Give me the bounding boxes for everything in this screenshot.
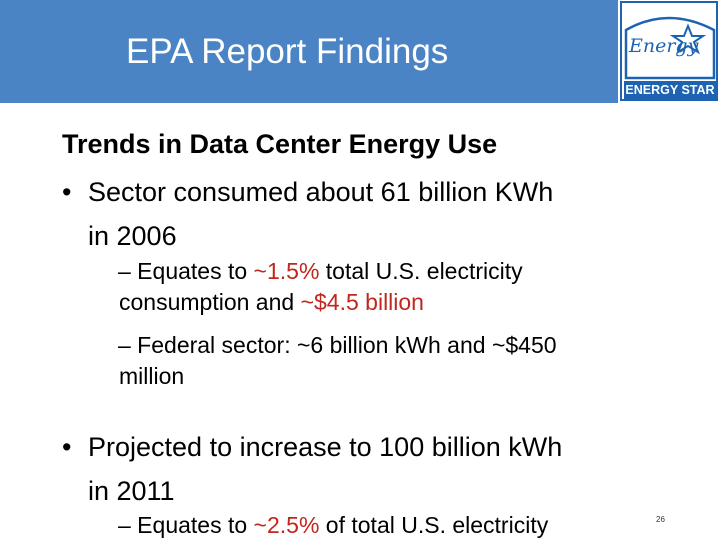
sub-bullet-2: – Federal sector: ~6 billion kWh and ~$4… <box>118 330 658 392</box>
sub1-line2-pre: consumption and <box>119 289 301 315</box>
sub-bullet-1-line1: – Equates to ~1.5% total U.S. electricit… <box>118 256 658 287</box>
sub3-post: of total U.S. electricity <box>319 512 549 538</box>
bullet-1-line1: Sector consumed about 61 billion KWh <box>88 177 554 207</box>
energy-star-logo: Energy ENERGY STAR <box>618 0 720 103</box>
bullet-1-text: Sector consumed about 61 billion KWh in … <box>88 170 688 258</box>
slide-title: EPA Report Findings <box>126 32 449 71</box>
bullet-2-line1: Projected to increase to 100 billion kWh <box>88 432 563 462</box>
bullet-symbol: • <box>62 432 72 462</box>
sub-bullet-1-line2: consumption and ~$4.5 billion <box>118 287 658 318</box>
sub-bullet-1: – Equates to ~1.5% total U.S. electricit… <box>118 256 658 318</box>
energy-script-text: Energy <box>629 35 699 57</box>
sub-bullet-2-line1: – Federal sector: ~6 billion kWh and ~$4… <box>118 332 557 358</box>
sub1-pre: – Equates to <box>118 258 254 284</box>
sub1-mid: total U.S. electricity <box>319 258 523 284</box>
page-number: 26 <box>656 515 665 524</box>
sub3-pre: – Equates to <box>118 512 254 538</box>
sub-bullet-3: – Equates to ~2.5% of total U.S. electri… <box>118 510 658 541</box>
bullet-2-text: Projected to increase to 100 billion kWh… <box>88 425 688 513</box>
bullet-1-line2: in 2006 <box>88 221 177 251</box>
sub3-red-percent: ~2.5% <box>253 512 320 538</box>
energy-star-label: ENERGY STAR <box>624 81 716 99</box>
sub-bullet-3-line1: – Equates to ~2.5% of total U.S. electri… <box>118 510 658 541</box>
section-heading: Trends in Data Center Energy Use <box>62 129 498 159</box>
sub1-red-dollars: ~$4.5 billion <box>300 289 424 315</box>
bullet-symbol: • <box>62 177 72 207</box>
header-bar: EPA Report Findings Energy ENERGY STAR <box>0 0 720 103</box>
sub1-red-percent: ~1.5% <box>253 258 320 284</box>
sub-bullet-2-line2: million <box>119 363 185 389</box>
bullet-2-line2: in 2011 <box>88 476 175 506</box>
